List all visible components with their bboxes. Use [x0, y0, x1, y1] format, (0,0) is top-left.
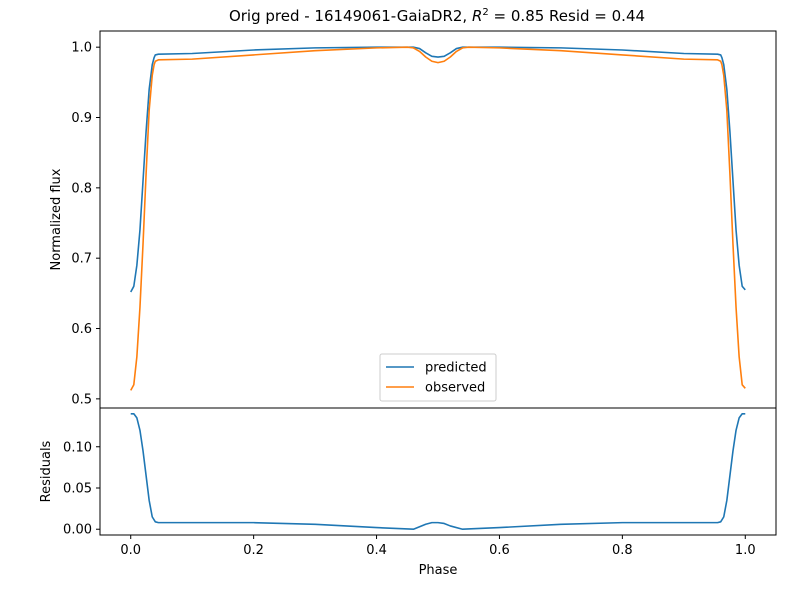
- phase-x-tick-label: 0.6: [489, 543, 510, 558]
- flux-y-tick-label: 0.5: [71, 392, 92, 407]
- residuals-y-tick-label: 0.10: [63, 440, 92, 455]
- flux-y-tick-label: 0.8: [71, 181, 92, 196]
- phase-x-ticks: 0.0 0.2 0.4 0.6 0.8 1.0: [120, 535, 756, 558]
- residuals-y-axis-label: Residuals: [39, 440, 54, 502]
- flux-series-group: [130, 46, 746, 391]
- flux-panel: 0.5 0.6 0.7 0.8 0.9 1.0 Normalized flux predi…: [49, 30, 777, 409]
- flux-y-tick-label: 0.9: [71, 111, 92, 126]
- phase-x-tick-label: 0.0: [120, 543, 141, 558]
- residuals-series-line-0: [130, 412, 746, 531]
- residuals-series-group: [130, 412, 746, 531]
- flux-y-tick-label: 0.6: [71, 322, 92, 337]
- flux-y-ticks: 0.5 0.6 0.7 0.8 0.9 1.0: [71, 41, 100, 407]
- legend-box: [379, 353, 497, 402]
- residuals-y-ticks: 0.00 0.05 0.10: [63, 440, 100, 538]
- residuals-axes-frame: [99, 407, 777, 536]
- title-r2-exponent: 2: [482, 7, 488, 18]
- phase-x-tick-label: 0.8: [612, 543, 633, 558]
- legend-label-observed: observed: [425, 381, 485, 396]
- flux-series-line-predicted: [130, 46, 746, 293]
- phase-x-tick-label: 0.2: [243, 543, 264, 558]
- title-prefix: Orig pred - 16149061-GaiaDR2,: [229, 7, 472, 25]
- flux-series-line-observed: [130, 46, 746, 391]
- flux-y-tick-label: 0.7: [71, 252, 92, 267]
- residuals-y-tick-label: 0.05: [63, 481, 92, 496]
- title-r2-symbol: R: [472, 7, 482, 25]
- legend-label-predicted: predicted: [425, 361, 487, 376]
- phase-x-tick-label: 1.0: [735, 543, 756, 558]
- flux-y-tick-label: 1.0: [71, 41, 92, 56]
- title-r2-value: = 0.85 Resid = 0.44: [489, 7, 645, 25]
- phase-x-tick-label: 0.4: [366, 543, 387, 558]
- legend: predicted observed: [379, 353, 497, 402]
- flux-plot-area: [100, 31, 776, 408]
- chart-title: Orig pred - 16149061-GaiaDR2, R2 = 0.85 …: [229, 7, 645, 25]
- residuals-panel: 0.00 0.05 0.10 0.0 0.2 0.4 0.6 0.8 1.0 Residual…: [39, 407, 777, 578]
- flux-y-axis-label: Normalized flux: [49, 168, 64, 270]
- residuals-y-tick-label: 0.00: [63, 523, 92, 538]
- phase-x-axis-label: Phase: [419, 563, 458, 578]
